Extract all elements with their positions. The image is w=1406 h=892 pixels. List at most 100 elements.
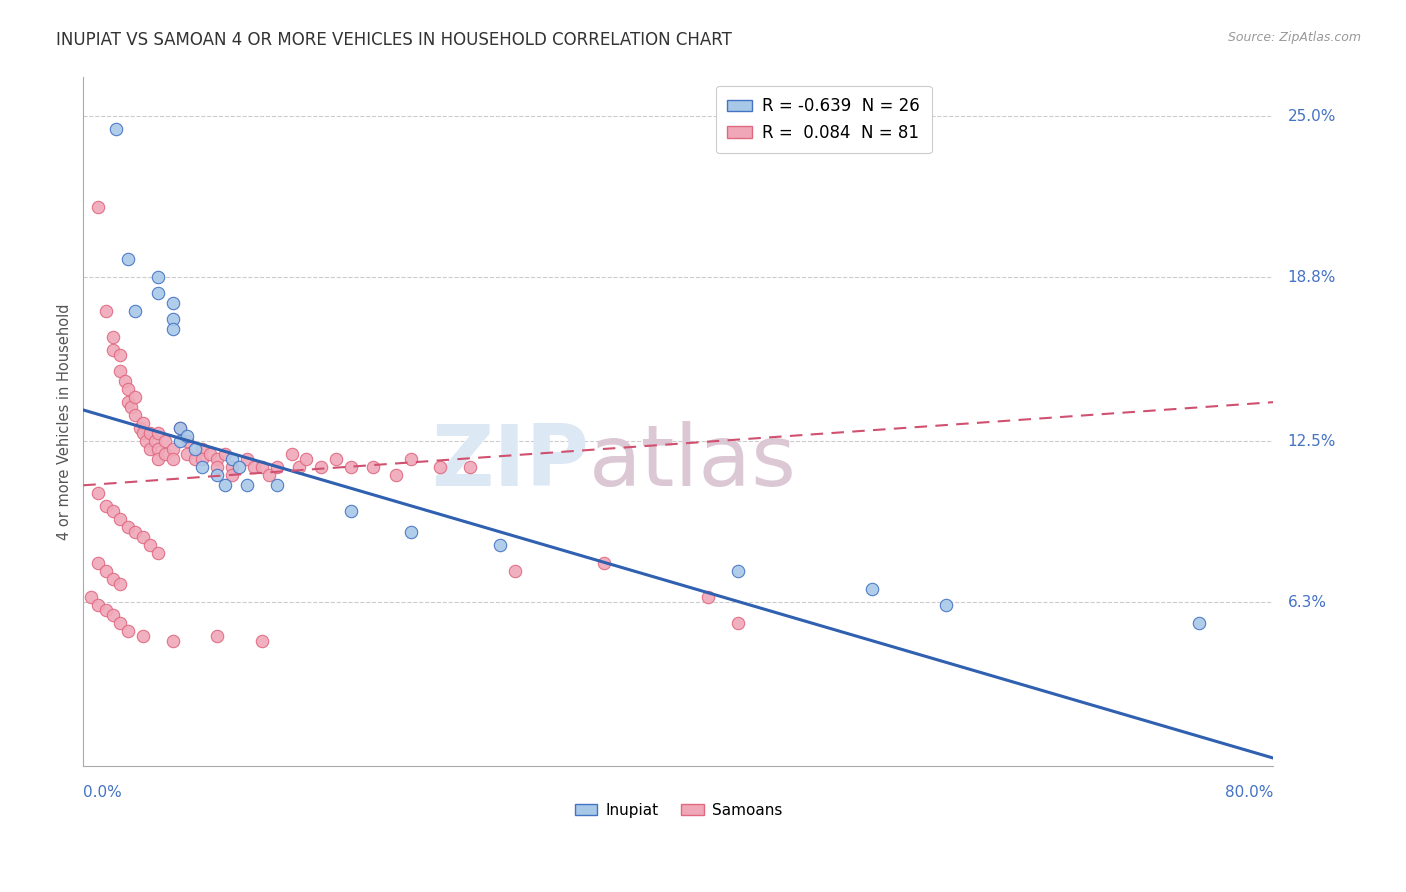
Point	[110, 364, 132, 378]
Point	[132, 426, 155, 441]
Point	[214, 478, 236, 492]
Point	[176, 447, 198, 461]
Point	[340, 504, 363, 518]
Point	[169, 434, 191, 449]
Point	[1188, 615, 1211, 630]
Point	[132, 530, 155, 544]
Point	[184, 442, 207, 456]
Point	[221, 460, 243, 475]
Point	[205, 629, 228, 643]
Point	[117, 252, 139, 267]
Point	[146, 442, 169, 456]
Point	[162, 312, 184, 326]
Point	[727, 564, 749, 578]
Point	[153, 447, 176, 461]
Point	[169, 421, 191, 435]
Point	[101, 572, 124, 586]
Point	[198, 447, 221, 461]
Point	[325, 452, 347, 467]
Point	[205, 460, 228, 475]
Point	[935, 598, 957, 612]
Point	[139, 426, 162, 441]
Point	[340, 460, 363, 475]
Point	[593, 556, 616, 570]
Point	[311, 460, 333, 475]
Point	[101, 343, 124, 358]
Point	[429, 460, 451, 475]
Point	[94, 304, 117, 318]
Point	[243, 460, 266, 475]
Point	[117, 520, 139, 534]
Point	[727, 615, 749, 630]
Text: 0.0%: 0.0%	[83, 785, 122, 800]
Point	[205, 452, 228, 467]
Point	[191, 442, 214, 456]
Point	[250, 634, 273, 648]
Point	[250, 460, 273, 475]
Point	[860, 582, 883, 597]
Point	[110, 348, 132, 362]
Point	[94, 603, 117, 617]
Point	[162, 322, 184, 336]
Point	[117, 395, 139, 409]
Point	[458, 460, 481, 475]
Point	[399, 452, 422, 467]
Point	[191, 460, 214, 475]
Point	[162, 452, 184, 467]
Point	[153, 434, 176, 449]
Point	[146, 270, 169, 285]
Text: 25.0%: 25.0%	[1288, 109, 1336, 124]
Text: INUPIAT VS SAMOAN 4 OR MORE VEHICLES IN HOUSEHOLD CORRELATION CHART: INUPIAT VS SAMOAN 4 OR MORE VEHICLES IN …	[56, 31, 733, 49]
Point	[110, 615, 132, 630]
Point	[87, 556, 110, 570]
Point	[266, 478, 288, 492]
Point	[110, 577, 132, 591]
Point	[288, 460, 311, 475]
Y-axis label: 4 or more Vehicles in Household: 4 or more Vehicles in Household	[58, 303, 72, 540]
Point	[135, 434, 157, 449]
Point	[295, 452, 318, 467]
Point	[101, 608, 124, 623]
Point	[101, 504, 124, 518]
Point	[120, 401, 142, 415]
Point	[236, 478, 259, 492]
Point	[214, 447, 236, 461]
Point	[132, 416, 155, 430]
Point	[146, 426, 169, 441]
Point	[114, 375, 136, 389]
Point	[128, 421, 150, 435]
Point	[124, 390, 146, 404]
Point	[236, 452, 259, 467]
Point	[101, 330, 124, 344]
Text: 80.0%: 80.0%	[1225, 785, 1274, 800]
Point	[162, 296, 184, 310]
Point	[124, 524, 146, 539]
Point	[146, 452, 169, 467]
Point	[384, 467, 406, 482]
Point	[257, 467, 280, 482]
Point	[146, 286, 169, 301]
Text: 18.8%: 18.8%	[1288, 270, 1336, 285]
Point	[280, 447, 302, 461]
Point	[205, 467, 228, 482]
Point	[184, 452, 207, 467]
Point	[94, 499, 117, 513]
Point	[105, 122, 128, 136]
Point	[169, 421, 191, 435]
Point	[399, 524, 422, 539]
Point	[191, 452, 214, 467]
Text: atlas: atlas	[589, 421, 797, 505]
Text: ZIP: ZIP	[432, 421, 589, 505]
Point	[143, 434, 166, 449]
Point	[363, 460, 385, 475]
Point	[162, 634, 184, 648]
Point	[117, 382, 139, 396]
Point	[146, 546, 169, 560]
Point	[139, 538, 162, 552]
Point	[87, 200, 110, 214]
Point	[87, 486, 110, 500]
Point	[176, 434, 198, 449]
Point	[132, 629, 155, 643]
Text: Source: ZipAtlas.com: Source: ZipAtlas.com	[1227, 31, 1361, 45]
Point	[87, 598, 110, 612]
